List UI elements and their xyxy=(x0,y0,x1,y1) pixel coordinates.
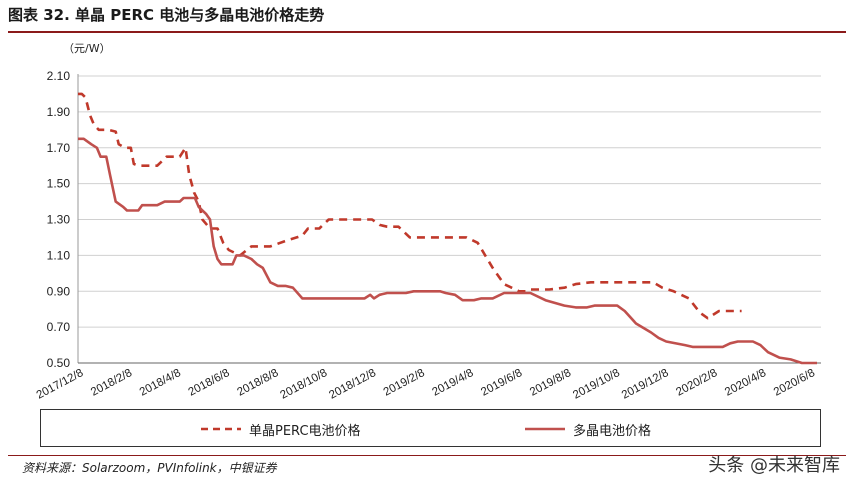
legend-label: 单晶PERC电池价格 xyxy=(249,423,361,439)
legend-item-mono-perc: 单晶PERC电池价格 xyxy=(201,410,361,448)
x-tick-label: 2019/2/8 xyxy=(382,367,427,399)
x-tick-label: 2020/4/8 xyxy=(723,367,768,399)
x-tick-label: 2020/6/8 xyxy=(772,367,817,399)
x-tick-label: 2019/4/8 xyxy=(430,367,475,399)
chart-title: 图表 32. 单晶 PERC 电池与多晶电池价格走势 xyxy=(8,6,325,24)
series-line-mono-perc xyxy=(78,92,742,320)
x-tick-label: 2017/12/8 xyxy=(35,367,86,402)
x-tick-label: 2018/2/8 xyxy=(89,367,134,399)
x-tick-label: 2018/10/8 xyxy=(278,367,329,402)
y-tick-label: 1.50 xyxy=(47,177,71,191)
x-tick-label: 2020/2/8 xyxy=(674,367,719,399)
y-tick-label: 2.10 xyxy=(47,69,71,83)
x-tick-label: 2019/8/8 xyxy=(528,367,573,399)
x-tick-label: 2019/10/8 xyxy=(571,367,622,402)
legend-label: 多晶电池价格 xyxy=(573,423,652,439)
x-tick-label: 2018/8/8 xyxy=(235,367,280,399)
x-tick-label: 2018/4/8 xyxy=(138,367,183,399)
footer-divider xyxy=(8,455,846,456)
x-tick-label: 2018/6/8 xyxy=(187,367,232,399)
y-tick-label: 0.90 xyxy=(47,284,71,298)
legend-swatch-dashed xyxy=(201,427,241,431)
chart-legend: 单晶PERC电池价格 多晶电池价格 xyxy=(40,409,821,447)
legend-item-poly: 多晶电池价格 xyxy=(525,410,651,448)
legend-swatch-solid xyxy=(525,427,565,431)
y-tick-label: 0.70 xyxy=(47,320,71,334)
y-tick-label: 1.10 xyxy=(47,248,71,262)
x-tick-label: 2018/12/8 xyxy=(327,367,378,402)
title-divider xyxy=(8,31,846,33)
source-note: 资料来源：Solarzoom，PVInfolink，中银证券 xyxy=(22,461,277,475)
y-tick-label: 1.70 xyxy=(47,141,71,155)
y-tick-label: 1.90 xyxy=(47,105,71,119)
y-tick-label: 1.30 xyxy=(47,213,71,227)
x-tick-label: 2019/6/8 xyxy=(479,367,524,399)
y-axis-unit-label: （元/W） xyxy=(63,42,111,55)
series-line-poly xyxy=(78,137,817,365)
y-tick-label: 0.50 xyxy=(47,356,71,370)
watermark: 头条 @未来智库 xyxy=(708,455,840,476)
x-tick-label: 2019/12/8 xyxy=(620,367,671,402)
